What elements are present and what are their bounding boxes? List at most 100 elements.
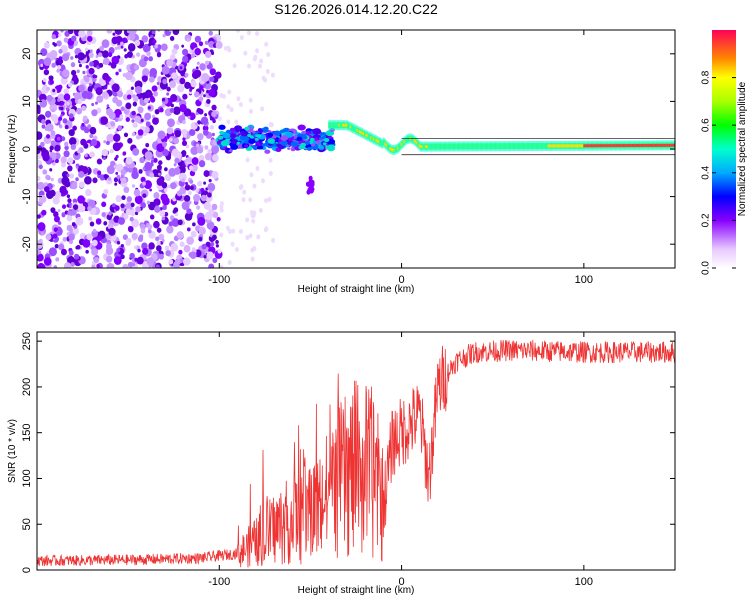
faint-blob bbox=[227, 47, 232, 53]
tone-band-core bbox=[638, 143, 640, 147]
noise-blob bbox=[208, 40, 215, 48]
tone-band-mid bbox=[455, 143, 458, 150]
noise-blob bbox=[212, 154, 219, 162]
noise-blob bbox=[204, 50, 212, 59]
noise-blob bbox=[164, 30, 172, 37]
tone-band-mid bbox=[404, 137, 407, 144]
tone-band-core bbox=[573, 144, 575, 148]
tone-band-mid bbox=[471, 143, 473, 150]
noise-blob bbox=[82, 70, 86, 75]
noise-blob bbox=[60, 114, 63, 118]
tone-band-mid bbox=[511, 143, 514, 150]
faint-blob bbox=[245, 235, 250, 241]
noise-blob bbox=[210, 241, 215, 247]
transition-blob bbox=[225, 147, 230, 151]
tone-band-core bbox=[362, 132, 365, 136]
noise-blob bbox=[87, 35, 93, 42]
transition-blob bbox=[254, 137, 259, 141]
transition-blob bbox=[244, 144, 249, 148]
noise-blob bbox=[149, 188, 152, 192]
noise-blob bbox=[158, 233, 165, 241]
noise-blob bbox=[203, 201, 212, 210]
noise-blob bbox=[110, 160, 116, 167]
faint-blob bbox=[243, 50, 248, 56]
tone-band-mid bbox=[485, 143, 487, 150]
transition-blob bbox=[219, 130, 224, 135]
tone-band-core bbox=[594, 144, 597, 148]
noise-blob bbox=[113, 133, 121, 142]
tone-band-core bbox=[413, 138, 416, 142]
noise-blob bbox=[49, 50, 58, 59]
faint-blob bbox=[252, 183, 257, 189]
noise-blob bbox=[169, 36, 175, 41]
noise-blob bbox=[130, 86, 135, 91]
faint-blob bbox=[248, 97, 253, 103]
noise-blob bbox=[78, 171, 85, 178]
faint-blob bbox=[227, 89, 232, 95]
tone-band-core bbox=[421, 145, 423, 149]
noise-blob bbox=[189, 179, 194, 184]
noise-blob bbox=[92, 177, 98, 184]
tone-band-core bbox=[635, 143, 638, 147]
faint-blob bbox=[263, 77, 268, 83]
tone-band-core bbox=[547, 144, 550, 148]
noise-blob bbox=[116, 247, 121, 253]
noise-blob bbox=[68, 82, 73, 88]
noise-blob bbox=[186, 208, 192, 215]
tone-band-mid bbox=[407, 135, 409, 142]
colorbar-tick-label: 0.4 bbox=[701, 165, 712, 179]
noise-blob bbox=[168, 259, 174, 265]
tone-band-mid bbox=[333, 122, 335, 129]
noise-blob bbox=[41, 119, 46, 125]
noise-blob bbox=[129, 252, 135, 259]
tone-band-core bbox=[672, 143, 675, 147]
faint-blob bbox=[239, 35, 244, 41]
noise-blob bbox=[98, 52, 103, 58]
noise-blob bbox=[62, 53, 70, 62]
tone-band-mid bbox=[388, 144, 390, 151]
noise-blob bbox=[183, 257, 191, 266]
noise-blob bbox=[132, 148, 140, 156]
noise-blob bbox=[179, 186, 187, 195]
noise-blob bbox=[112, 142, 121, 152]
noise-blob bbox=[123, 48, 127, 52]
noise-blob bbox=[88, 52, 94, 58]
tone-band-mid bbox=[394, 146, 397, 153]
noise-blob bbox=[126, 36, 131, 41]
tone-band-mid bbox=[546, 142, 548, 149]
noise-blob bbox=[177, 84, 185, 93]
noise-blob bbox=[189, 251, 197, 260]
noise-blob bbox=[211, 111, 217, 118]
tone-band-mid bbox=[492, 143, 495, 150]
transition-blob bbox=[300, 142, 307, 148]
noise-blob bbox=[71, 35, 77, 42]
noise-blob bbox=[198, 41, 204, 47]
heatmap-xlabel: Height of straight line (km) bbox=[298, 284, 415, 295]
tone-band-core bbox=[554, 144, 556, 148]
noise-blob bbox=[162, 33, 166, 38]
noise-blob bbox=[86, 30, 93, 37]
tone-band-core bbox=[606, 144, 608, 148]
noise-blob bbox=[42, 169, 48, 175]
tone-band-mid bbox=[368, 134, 371, 141]
tone-band-mid bbox=[399, 142, 402, 149]
noise-blob bbox=[62, 118, 68, 124]
faint-blob bbox=[231, 228, 236, 234]
noise-blob bbox=[187, 236, 193, 243]
faint-blob bbox=[258, 207, 263, 213]
noise-blob bbox=[106, 262, 115, 268]
noise-blob bbox=[45, 233, 52, 241]
noise-blob bbox=[198, 108, 204, 115]
noise-blob bbox=[91, 230, 98, 238]
noise-blob bbox=[211, 203, 218, 211]
noise-blob bbox=[120, 203, 125, 209]
noise-blob bbox=[60, 136, 66, 142]
tone-band-core bbox=[611, 144, 614, 148]
noise-blob bbox=[63, 150, 70, 158]
noise-blob bbox=[179, 103, 187, 113]
noise-blob bbox=[103, 173, 108, 179]
tone-band-core bbox=[349, 125, 352, 129]
snr-y-tick-label: 100 bbox=[21, 469, 33, 487]
noise-blob bbox=[171, 218, 180, 227]
tone-band-mid bbox=[467, 143, 469, 150]
